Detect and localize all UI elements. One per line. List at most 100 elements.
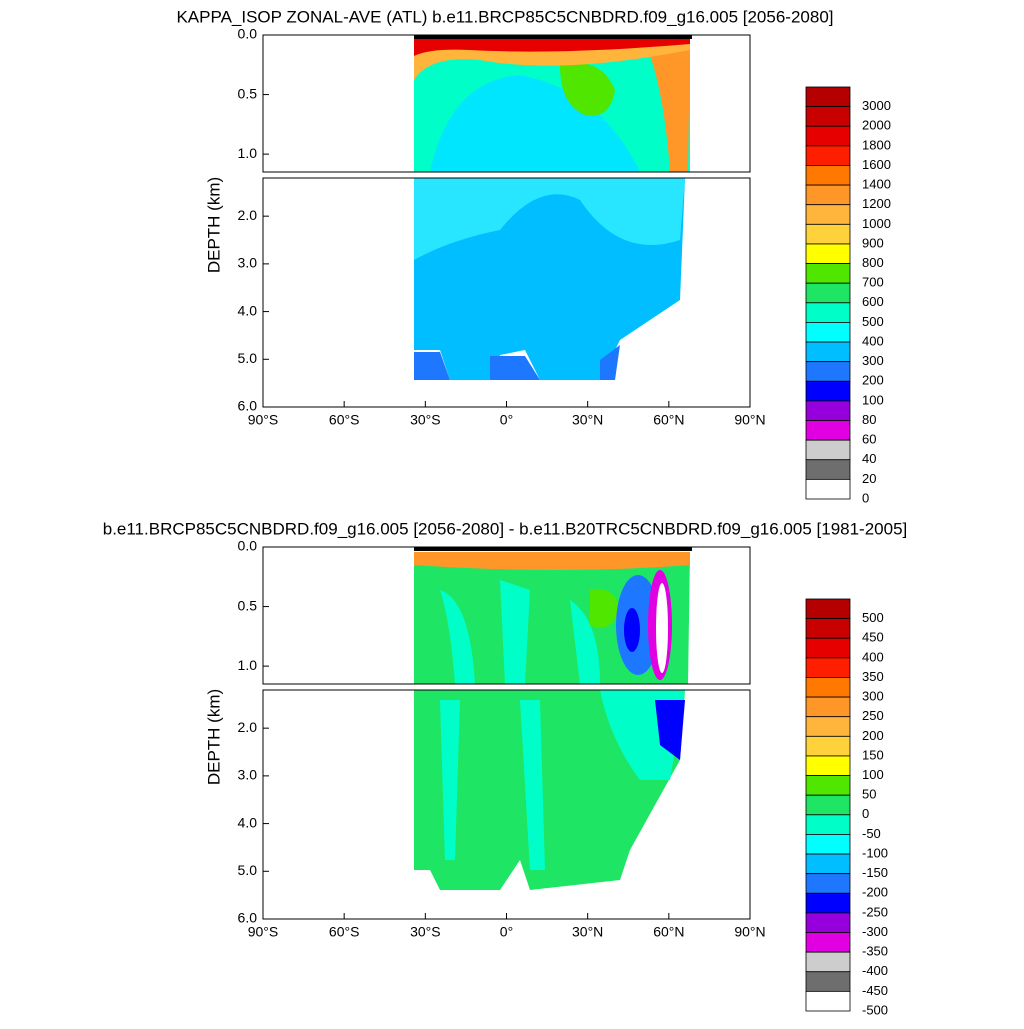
colorbar-label: 400 (862, 333, 884, 348)
colorbar-box (805, 657, 851, 678)
contour-field (414, 690, 685, 890)
x-tick-label: 90°S (248, 412, 279, 428)
colorbar-label: 450 (862, 630, 884, 645)
x-tick-label: 60°N (653, 412, 684, 428)
colorbar-label: -150 (862, 865, 888, 880)
colorbar-box (805, 814, 851, 835)
colorbar-box (805, 380, 851, 402)
colorbar-label: 100 (862, 767, 884, 782)
colorbar-label: 50 (862, 787, 876, 802)
colorbar-box (805, 439, 851, 461)
y-tick-label: 5.0 (238, 862, 258, 878)
colorbar-label: -300 (862, 924, 888, 939)
colorbar-label: 3000 (862, 98, 891, 113)
colorbar-box (805, 322, 851, 343)
colorbar-label: 500 (862, 314, 884, 329)
colorbar-label: 500 (862, 610, 884, 625)
plot-frame (262, 34, 751, 173)
colorbar-label: -350 (862, 944, 888, 959)
colorbar-label: 200 (862, 373, 884, 388)
colorbar-box (805, 637, 851, 659)
colorbar-box (805, 302, 851, 323)
chart-title: b.e11.BRCP85C5CNBDRD.f09_g16.005 [2056-2… (103, 519, 908, 538)
colorbar-box (805, 853, 851, 875)
colorbar-box (805, 184, 851, 206)
y-tick-label: 6.0 (238, 910, 258, 926)
colorbar-box (805, 932, 851, 953)
colorbar-label: 2000 (862, 118, 891, 133)
colorbar-label: -450 (862, 983, 888, 998)
colorbar-label: -400 (862, 963, 888, 978)
colorbar-label: 80 (862, 412, 876, 427)
colorbar-label: -500 (862, 1002, 888, 1017)
y-tick-label: 0.5 (238, 597, 258, 613)
colorbar-label: 1400 (862, 177, 891, 192)
colorbar-box (805, 341, 851, 363)
colorbar-label: 1600 (862, 157, 891, 172)
colorbar-box (805, 696, 851, 718)
colorbar-box (805, 892, 851, 914)
colorbar-box (805, 165, 851, 186)
colorbar-box (805, 400, 851, 421)
colorbar-label: -250 (862, 904, 888, 919)
colorbar-box (805, 459, 851, 480)
colorbar-box (805, 204, 851, 225)
colorbar-label: 800 (862, 255, 884, 270)
y-tick-label: 1.0 (238, 145, 258, 161)
y-tick-label: 0.5 (238, 85, 258, 101)
colorbar-label: 600 (862, 294, 884, 309)
colorbar-box (805, 755, 851, 776)
colorbar-label: 900 (862, 235, 884, 250)
colorbar-box (805, 677, 851, 698)
colorbar-label: -200 (862, 885, 888, 900)
x-tick-label: 30°S (410, 412, 441, 428)
x-tick-label: 60°N (653, 924, 684, 940)
colorbar-box (805, 735, 851, 757)
colorbar-label: 200 (862, 728, 884, 743)
colorbar-label: 100 (862, 392, 884, 407)
x-tick-label: 30°N (572, 412, 603, 428)
colorbar-label: 400 (862, 649, 884, 664)
colorbar-box (805, 971, 851, 992)
y-tick-label: 5.0 (238, 350, 258, 366)
x-tick-label: 0° (500, 412, 513, 428)
x-tick-label: 0° (500, 924, 513, 940)
colorbar-box (805, 125, 851, 147)
y-axis-title: DEPTH (km) (204, 177, 223, 273)
y-tick-label: 3.0 (238, 255, 258, 271)
contour-field (414, 35, 692, 172)
chart-title: KAPPA_ISOP ZONAL-AVE (ATL) b.e11.BRCP85C… (176, 7, 833, 26)
x-tick-label: 60°S (329, 412, 360, 428)
colorbar-label: 250 (862, 708, 884, 723)
colorbar-box (805, 478, 851, 500)
colorbar-box (805, 420, 851, 441)
plot-frame (262, 546, 751, 685)
colorbar-box (805, 873, 851, 894)
colorbar-box (805, 145, 851, 166)
x-tick-label: 90°S (248, 924, 279, 940)
colorbar-box (805, 282, 851, 304)
colorbar-box (805, 243, 851, 264)
y-tick-label: 6.0 (238, 398, 258, 414)
y-tick-label: 2.0 (238, 207, 258, 223)
colorbar-label: 1800 (862, 137, 891, 152)
colorbar-box (805, 716, 851, 737)
x-tick-label: 30°S (410, 924, 441, 940)
colorbar-box (805, 775, 851, 796)
colorbar-label: 20 (862, 471, 876, 486)
colorbar-label: 350 (862, 669, 884, 684)
colorbar-label: 300 (862, 353, 884, 368)
colorbar-box (805, 223, 851, 245)
y-tick-label: 0.0 (238, 26, 258, 42)
x-tick-label: 90°N (734, 412, 765, 428)
colorbar-box (805, 106, 851, 127)
colorbar-label: -100 (862, 845, 888, 860)
colorbar-label: 150 (862, 747, 884, 762)
colorbar-label: 1200 (862, 196, 891, 211)
colorbar-box (805, 951, 851, 973)
contour-field (414, 547, 692, 684)
contour-field (414, 178, 685, 380)
colorbar-label: 0 (862, 490, 869, 505)
colorbar-label: 0 (862, 806, 869, 821)
